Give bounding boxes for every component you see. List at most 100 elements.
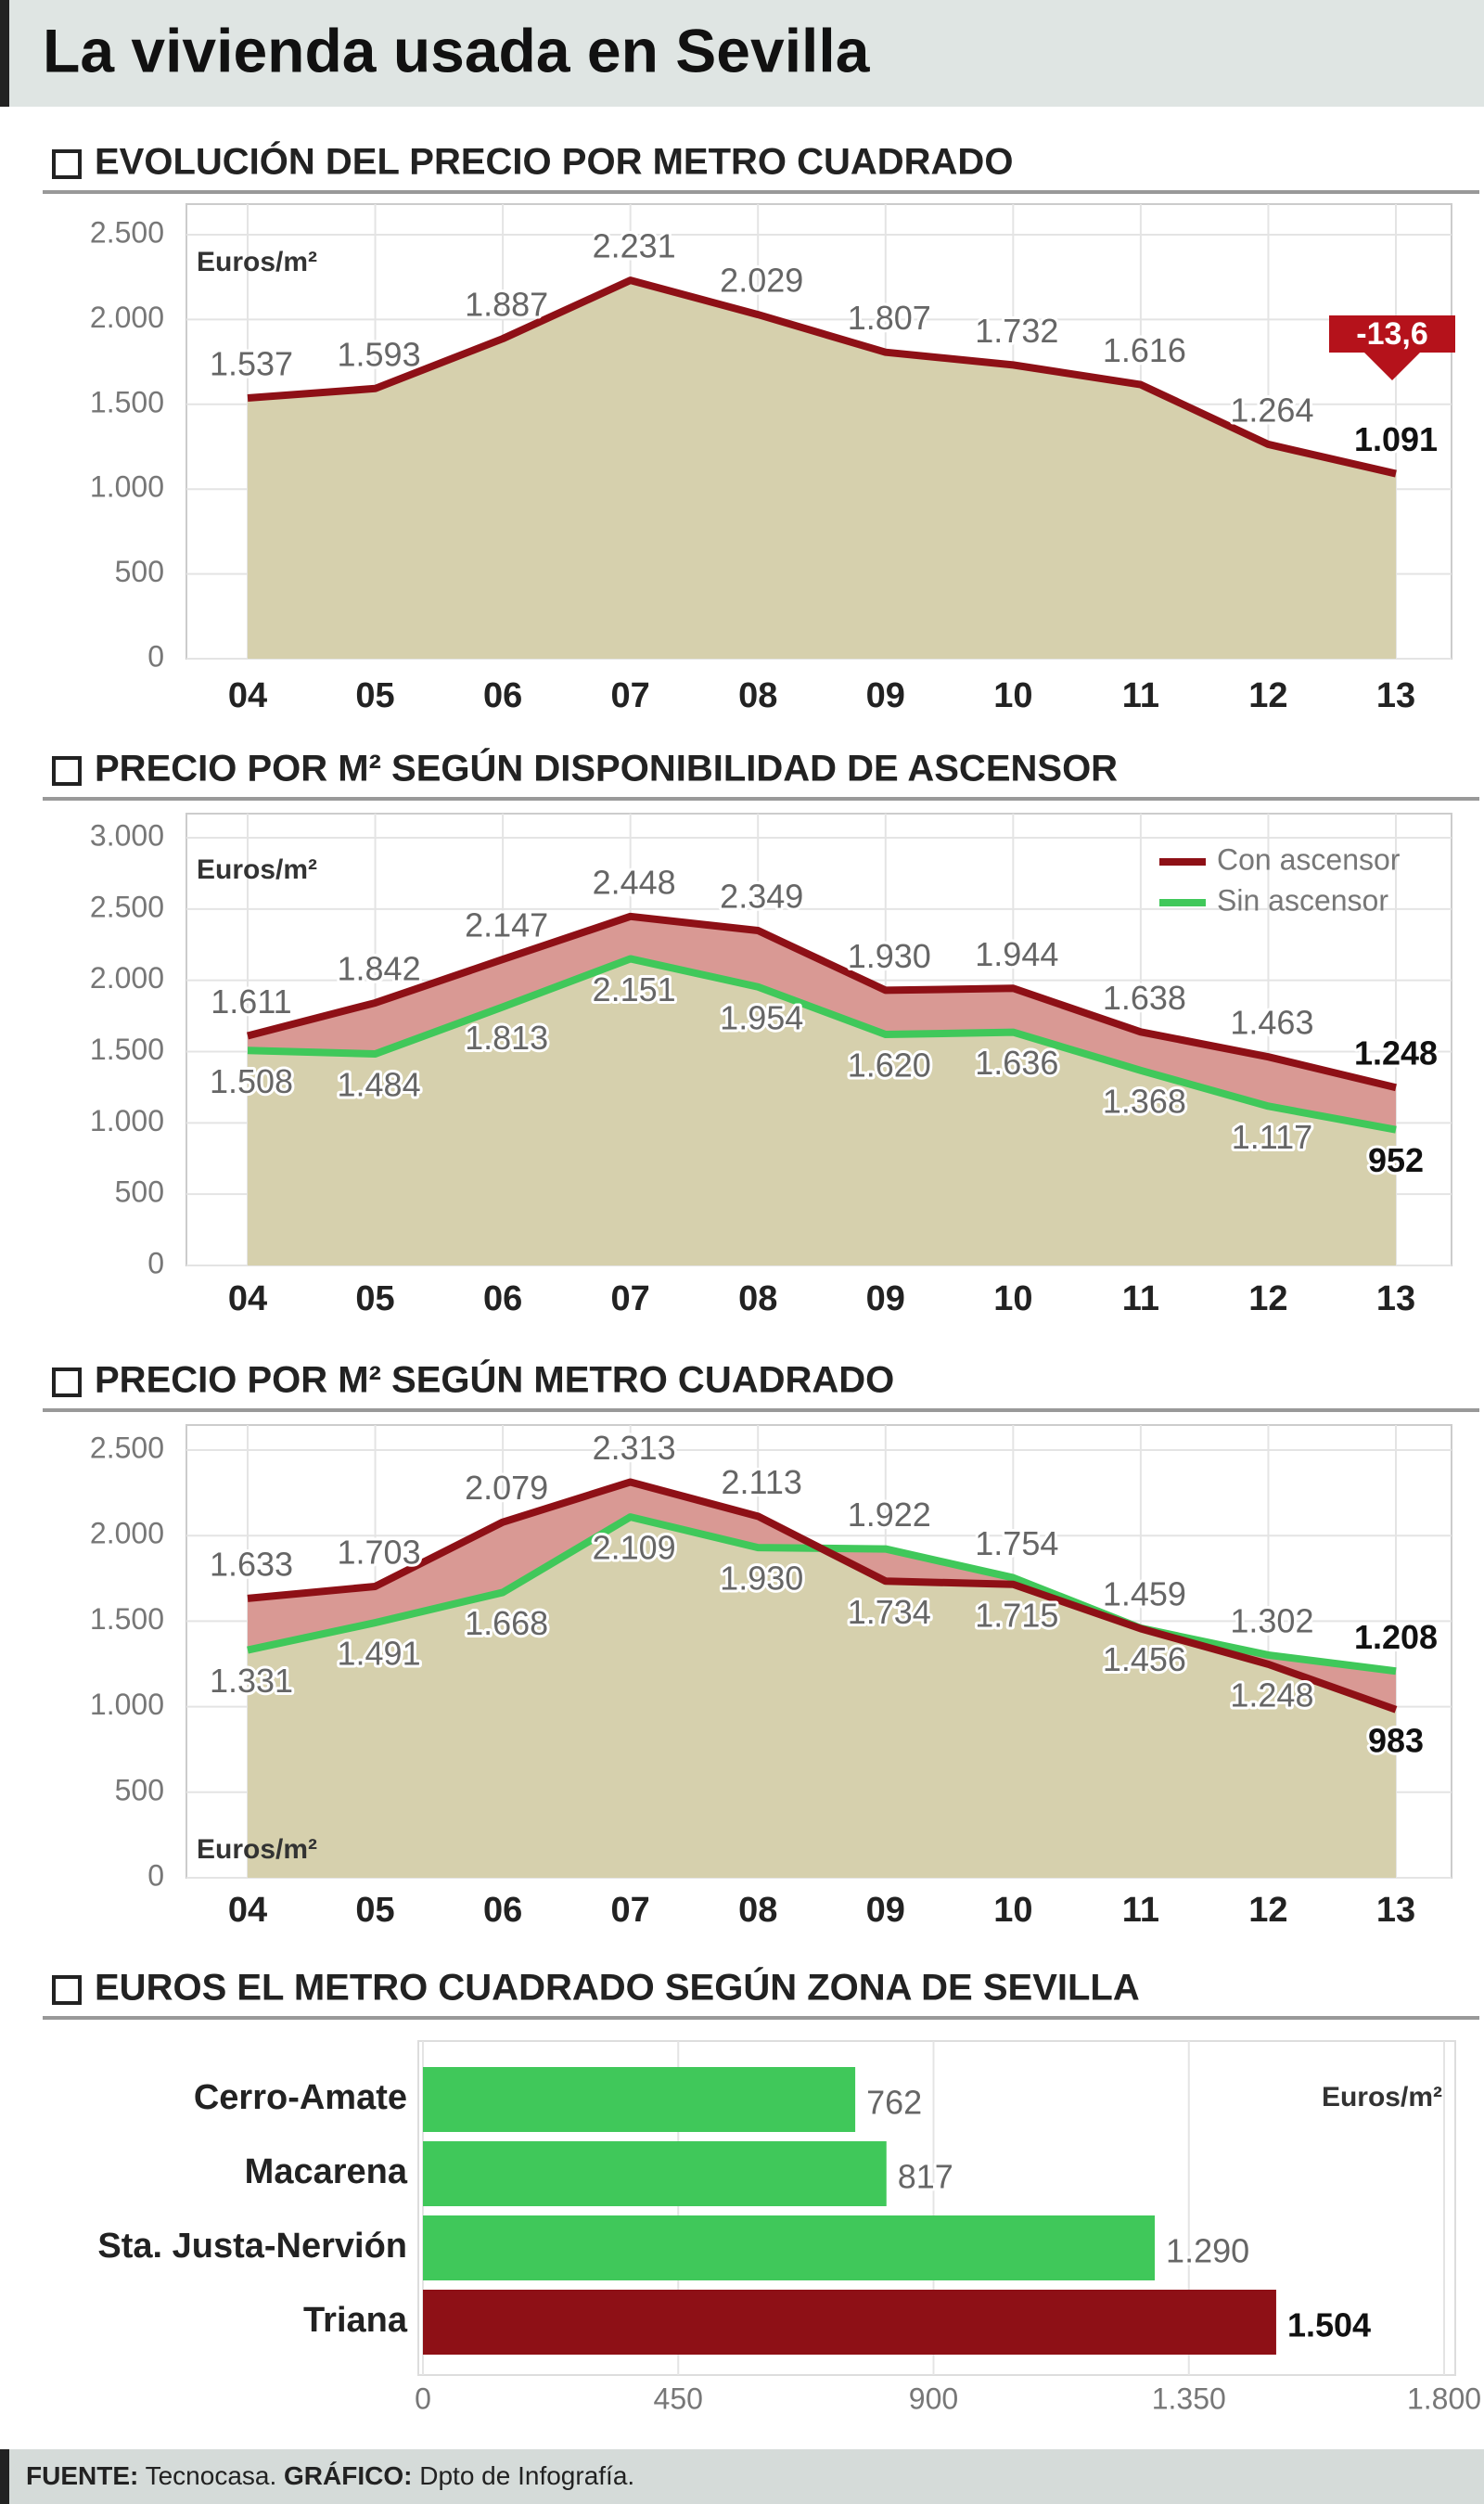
value-label: 1.463 [1230, 1004, 1313, 1042]
y-tick-label: 1.500 [90, 385, 164, 418]
x-tick-label: 11 [1122, 1279, 1159, 1318]
y-tick-label: 3.000 [90, 818, 164, 852]
value-label: 1.620 [848, 1047, 931, 1085]
line [247, 955, 1397, 1134]
footer-accent [0, 2449, 9, 2504]
x-tick-label: 04 [228, 1891, 267, 1930]
value-label: 1.668 [465, 1604, 548, 1642]
value-label: 1.922 [848, 1496, 931, 1534]
y-tick-label: 1.500 [90, 1033, 164, 1066]
x-tick-label: 12 [1248, 676, 1287, 715]
x-tick-label: 09 [866, 1279, 905, 1318]
area [248, 958, 1396, 1265]
value-label: 2.231 [593, 227, 676, 265]
x-tick-label: 10 [993, 1279, 1032, 1318]
x-tick-label: 900 [909, 2382, 958, 2415]
section-title: EVOLUCIÓN DEL PRECIO POR METRO CUADRADO [95, 140, 1013, 183]
value-label: 1.537 [210, 345, 293, 383]
y-tick-label: 2.500 [90, 890, 164, 923]
y-tick-label: 2.000 [90, 301, 164, 334]
y-tick-label: 1.000 [90, 470, 164, 504]
value-label: 762 [866, 2084, 922, 2122]
value-label: 1.208 [1354, 1618, 1438, 1656]
x-tick-label: 13 [1376, 676, 1415, 715]
value-label: 1.611 [211, 982, 291, 1021]
x-tick-label: 08 [738, 1279, 777, 1318]
value-label: 1.754 [975, 1524, 1058, 1562]
value-label: 1.807 [848, 299, 931, 337]
x-tick-label: 0 [415, 2382, 431, 2415]
value-label: 1.117 [1232, 1118, 1312, 1156]
annotation-arrow [1329, 315, 1455, 380]
y-tick-label: 2.500 [90, 215, 164, 249]
x-tick-label: 07 [611, 1279, 650, 1318]
category-label: Cerro-Amate [194, 2078, 407, 2117]
category-label: Sta. Justa-Nervión [97, 2227, 407, 2266]
line [247, 912, 1397, 1092]
value-label: 1.944 [975, 935, 1058, 973]
category-label: Triana [303, 2301, 408, 2340]
x-tick-label: 12 [1248, 1279, 1287, 1318]
x-tick-label: 05 [355, 676, 394, 715]
area [248, 1517, 1396, 1878]
x-tick-label: 05 [355, 1891, 394, 1930]
source-label: FUENTE: [26, 2461, 138, 2490]
legend-label: Con ascensor [1217, 842, 1401, 876]
value-label: 1.456 [1103, 1640, 1186, 1678]
value-label: 2.349 [720, 878, 803, 916]
x-tick-label: 05 [355, 1279, 394, 1318]
y-tick-label: 1.500 [90, 1602, 164, 1636]
value-label: 1.264 [1230, 391, 1313, 429]
value-label: 1.887 [465, 286, 548, 324]
x-tick-label: 09 [866, 676, 905, 715]
value-label: 2.109 [593, 1529, 676, 1567]
y-tick-label: 2.000 [90, 961, 164, 995]
heading-box [52, 1975, 82, 2005]
x-tick-label: 06 [483, 676, 522, 715]
header-accent [0, 0, 9, 107]
y-tick-label: 0 [147, 1246, 164, 1279]
x-tick-label: 04 [228, 676, 267, 715]
value-label: 2.151 [593, 970, 676, 1008]
annotation: -13,6 [1356, 316, 1428, 352]
x-tick-label: 1.350 [1152, 2382, 1226, 2415]
y-tick-label: 500 [115, 1773, 164, 1806]
value-label: 1.504 [1287, 2306, 1371, 2344]
y-tick-label: 500 [115, 555, 164, 588]
x-tick-label: 1.800 [1407, 2382, 1481, 2415]
credit: Dpto de Infografía. [419, 2461, 634, 2490]
value-label: 952 [1368, 1141, 1424, 1179]
unit-label: Euros/m² [197, 247, 317, 277]
value-label: 1.331 [210, 1662, 293, 1700]
value-label: 1.732 [975, 312, 1058, 350]
x-tick-label: 07 [611, 1891, 650, 1930]
source: Tecnocasa. [146, 2461, 277, 2490]
heading-box [52, 149, 82, 179]
area [248, 280, 1396, 659]
line [247, 1478, 1398, 1714]
value-label: 1.633 [210, 1545, 293, 1583]
between-area [248, 1482, 1396, 1710]
value-label: 1.636 [975, 1044, 1058, 1082]
unit-label: Euros/m² [197, 1834, 317, 1865]
heading-box [52, 756, 82, 786]
section-title: EUROS EL METRO CUADRADO SEGÚN ZONA DE SE… [95, 1966, 1140, 2009]
value-label: 1.703 [338, 1533, 421, 1571]
x-tick-label: 06 [483, 1279, 522, 1318]
x-tick-label: 08 [738, 1891, 777, 1930]
value-label: 1.842 [338, 949, 421, 987]
value-label: 1.813 [465, 1019, 548, 1057]
page-title: La vivienda usada en Sevilla [43, 16, 871, 84]
legend-label: Sin ascensor [1217, 883, 1388, 917]
value-label: 983 [1368, 1721, 1424, 1759]
header-band [0, 0, 1484, 107]
value-label: 1.302 [1230, 1601, 1313, 1639]
y-tick-label: 500 [115, 1175, 164, 1209]
between-area [248, 916, 1396, 1130]
footer-band [0, 2449, 1484, 2504]
value-label: 1.734 [848, 1593, 931, 1631]
footer: FUENTE: Tecnocasa. GRÁFICO: Dpto de Info… [26, 2461, 634, 2490]
y-tick-label: 0 [147, 639, 164, 673]
section-title: PRECIO POR M² SEGÚN DISPONIBILIDAD DE AS… [95, 747, 1118, 790]
value-label: 1.368 [1103, 1082, 1186, 1120]
